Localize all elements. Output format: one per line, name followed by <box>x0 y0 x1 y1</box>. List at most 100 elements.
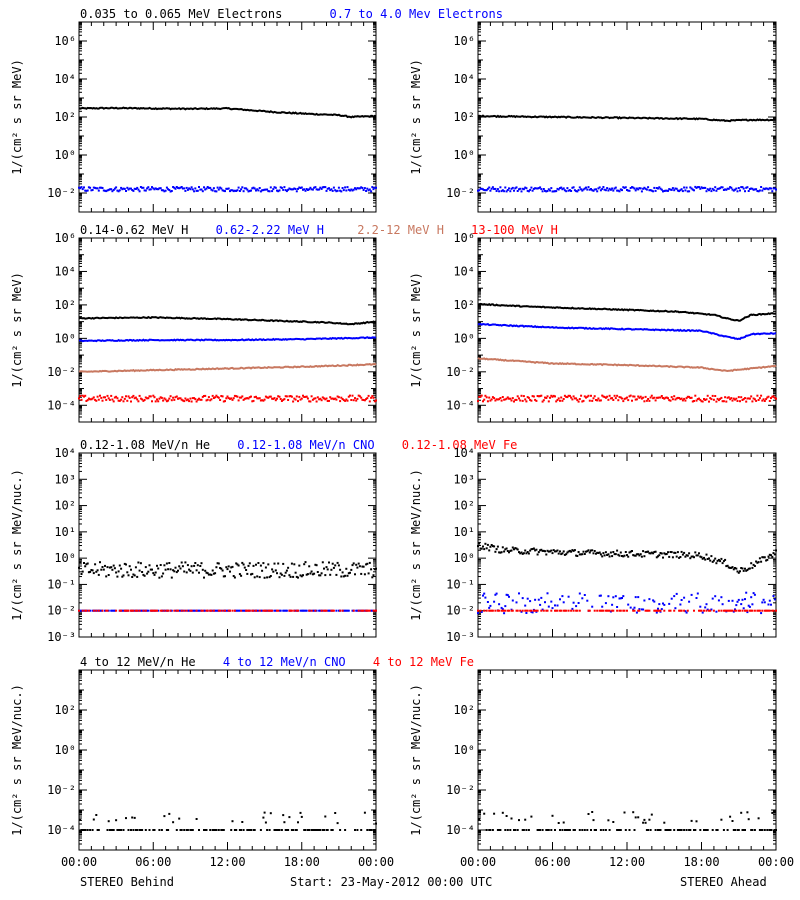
data-point <box>619 396 622 399</box>
data-point <box>290 395 293 398</box>
data-point <box>550 600 553 603</box>
data-point <box>310 570 313 573</box>
data-point <box>203 576 205 579</box>
data-point <box>141 609 144 612</box>
data-point <box>84 189 87 192</box>
series-0 <box>78 315 377 326</box>
data-point <box>179 186 182 189</box>
data-point <box>522 188 525 191</box>
data-point <box>320 399 323 402</box>
data-point <box>342 189 345 192</box>
data-point <box>183 400 186 403</box>
data-point <box>549 550 551 553</box>
data-point <box>96 187 99 190</box>
data-point <box>667 829 669 831</box>
data-point <box>563 189 566 192</box>
data-point <box>290 829 293 831</box>
data-point <box>304 189 307 192</box>
data-point <box>587 186 590 189</box>
data-point <box>288 609 291 612</box>
data-point <box>763 556 766 559</box>
data-point <box>186 609 189 612</box>
data-point <box>653 551 656 553</box>
data-point <box>658 829 661 831</box>
data-point <box>664 829 667 831</box>
legend-h-014: 0.14-0.62 MeV H <box>80 223 188 237</box>
data-point <box>546 829 549 831</box>
data-point <box>316 829 319 831</box>
data-point <box>118 399 121 402</box>
data-point <box>747 604 750 607</box>
data-point <box>712 559 715 562</box>
data-point <box>274 569 277 572</box>
data-point <box>731 566 734 569</box>
data-point <box>581 829 584 831</box>
data-point <box>561 552 564 555</box>
data-point <box>318 574 321 577</box>
data-point <box>355 399 358 402</box>
data-point <box>195 609 198 612</box>
data-point <box>321 609 324 612</box>
data-point <box>220 395 223 397</box>
data-point <box>673 829 676 831</box>
data-point <box>188 568 191 571</box>
data-point <box>509 549 512 552</box>
data-point <box>546 592 549 595</box>
data-point <box>167 568 170 571</box>
data-point <box>722 609 725 612</box>
data-point <box>106 829 109 831</box>
data-point <box>295 575 298 578</box>
data-point <box>226 187 229 190</box>
data-point <box>288 574 291 577</box>
data-point <box>86 562 89 565</box>
data-point <box>601 187 604 190</box>
data-point <box>504 609 507 612</box>
y-tick-label: 10⁻² <box>446 783 475 797</box>
data-point <box>143 609 146 612</box>
data-point <box>357 562 360 565</box>
data-point <box>191 829 194 831</box>
data-point <box>763 188 766 191</box>
data-point <box>222 575 225 578</box>
data-point <box>559 609 561 612</box>
data-point <box>323 829 325 831</box>
data-point <box>308 188 311 191</box>
data-point <box>541 190 544 193</box>
data-point <box>650 189 653 192</box>
data-point <box>214 190 217 193</box>
data-point <box>604 189 607 192</box>
data-point <box>720 557 723 560</box>
data-point <box>127 574 130 577</box>
panel-heavy-ions-high-behind: 00:00 06:00 12:00 18:00 00:0010⁻⁴10⁻²10⁰10²1… <box>10 669 394 869</box>
data-point <box>506 609 509 612</box>
data-point <box>772 552 775 555</box>
data-point <box>699 398 702 401</box>
data-point <box>130 609 132 612</box>
data-point <box>503 398 506 401</box>
data-point <box>220 187 223 190</box>
data-point <box>349 571 351 574</box>
data-point <box>668 555 671 558</box>
data-point <box>199 188 202 191</box>
data-point <box>190 565 193 568</box>
x-tick-label: 18:00 <box>284 855 320 869</box>
data-point <box>156 398 158 401</box>
data-point <box>518 188 520 191</box>
data-point <box>706 394 709 397</box>
data-point <box>577 551 580 553</box>
data-point <box>351 189 354 192</box>
data-point <box>300 815 303 818</box>
data-point <box>141 398 144 401</box>
data-point <box>122 609 125 612</box>
data-point <box>269 575 272 577</box>
data-point <box>602 186 605 188</box>
data-point <box>552 190 555 193</box>
data-point <box>730 609 733 612</box>
data-point <box>535 609 538 612</box>
data-point <box>715 829 718 831</box>
data-point <box>623 811 626 814</box>
data-point <box>146 187 149 190</box>
